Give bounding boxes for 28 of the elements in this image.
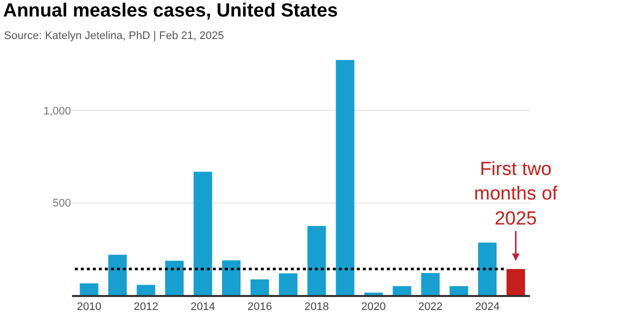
y-tick-label: 500 [52,198,71,210]
bar [194,172,212,295]
bar [222,260,241,295]
x-tick-label: 2016 [248,300,272,313]
annotation: First two months of 2025 [474,159,558,230]
x-tick-label: 2024 [475,300,500,313]
bar [165,260,184,295]
x-tick-label: 2010 [76,300,102,313]
x-tick-label: 2022 [418,300,443,313]
bar [421,273,440,295]
bar [450,286,468,295]
bar [108,254,127,295]
bar [307,226,326,295]
bar [392,286,412,295]
bar [250,279,269,295]
x-tick-label: 2020 [361,300,386,313]
chart-subtitle: Source: Katelyn Jetelina, PhD | Feb 21, 2025 [4,30,224,42]
y-tick-label: 1,000 [43,105,71,118]
x-tick-label: 2018 [304,300,329,313]
chart-title: Annual measles cases, United States [3,0,338,22]
bar [506,268,526,295]
x-tick-label: 2014 [190,300,216,313]
bar [336,60,354,295]
bar [278,273,298,295]
bar [136,284,156,295]
x-tick-label: 2012 [134,300,158,313]
bar [80,283,98,295]
bar [478,242,497,295]
